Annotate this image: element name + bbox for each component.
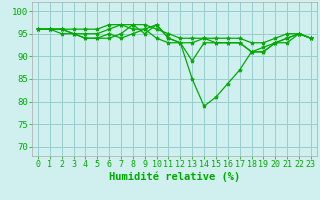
X-axis label: Humidité relative (%): Humidité relative (%) [109, 172, 240, 182]
